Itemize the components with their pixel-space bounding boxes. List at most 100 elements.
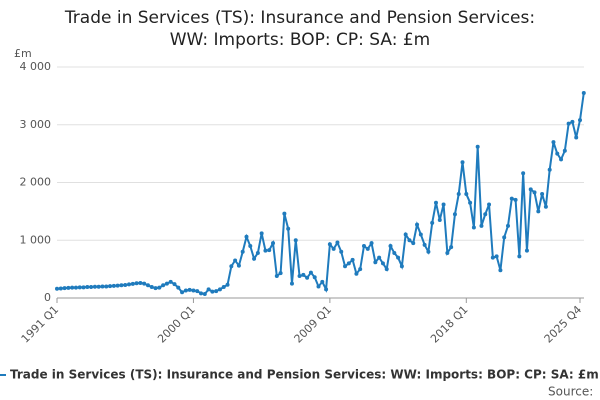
point (312, 275, 317, 280)
point (252, 256, 257, 261)
point (335, 240, 340, 245)
point (339, 249, 344, 254)
point (164, 281, 169, 286)
point (308, 270, 313, 275)
point (153, 286, 158, 291)
point (468, 200, 473, 205)
point (494, 254, 499, 259)
point (509, 196, 514, 201)
point (562, 148, 567, 153)
point (521, 171, 526, 176)
point (195, 289, 200, 294)
point (407, 238, 412, 243)
x-tick-label: 2018 Q1 (428, 303, 471, 346)
point (267, 248, 272, 253)
point (464, 192, 469, 197)
point (130, 281, 135, 286)
y-tick-label: 4 000 (20, 60, 52, 73)
point (384, 267, 389, 272)
point (361, 244, 366, 249)
point (161, 283, 166, 288)
y-tick-label: 2 000 (20, 176, 52, 189)
point (441, 202, 446, 207)
point (498, 268, 503, 273)
point (392, 250, 397, 255)
point (540, 192, 545, 197)
point (490, 255, 495, 260)
point (399, 264, 404, 269)
point (502, 235, 507, 240)
point (547, 167, 552, 172)
point (271, 241, 276, 246)
point (396, 255, 401, 260)
point (305, 275, 310, 280)
point (297, 274, 302, 279)
point (263, 248, 268, 253)
point (206, 287, 211, 292)
point (89, 285, 94, 290)
x-tick-label: 2025 Q4 (542, 303, 585, 346)
point (380, 261, 385, 266)
point (259, 231, 264, 236)
point (411, 241, 416, 246)
point (217, 287, 222, 292)
point (528, 187, 533, 192)
point (108, 284, 113, 289)
point (214, 289, 219, 294)
point (157, 285, 162, 290)
point (316, 284, 321, 289)
point (225, 282, 230, 287)
point (483, 212, 488, 217)
point (566, 121, 571, 126)
point (123, 283, 128, 288)
point (66, 285, 71, 290)
y-tick-label: 0 (44, 291, 51, 304)
point (168, 279, 173, 284)
line (56, 92, 585, 296)
point (551, 140, 556, 145)
y-axis-label: £m (14, 47, 32, 60)
point (403, 232, 408, 237)
point (350, 257, 355, 262)
point (100, 284, 105, 289)
point (111, 283, 116, 288)
point (127, 282, 132, 287)
point (180, 290, 185, 295)
point (343, 264, 348, 269)
point (255, 250, 260, 255)
point (426, 249, 431, 254)
point (104, 284, 109, 289)
source: Source: (548, 385, 593, 399)
point (92, 284, 97, 289)
point (55, 286, 59, 291)
point (289, 281, 294, 286)
point (183, 288, 188, 293)
point (96, 284, 101, 289)
point (358, 267, 363, 272)
point (445, 250, 450, 255)
point (62, 286, 67, 291)
point (282, 211, 287, 216)
point (433, 200, 438, 205)
point (191, 288, 196, 293)
point (77, 285, 82, 290)
point (81, 285, 86, 290)
point (437, 218, 442, 223)
point (85, 285, 90, 290)
x-tick-label: 1991 Q1 (19, 303, 62, 346)
point (70, 285, 75, 290)
point (460, 160, 465, 165)
point (422, 242, 427, 247)
legend-label: Trade in Services (TS): Insurance and Pe… (10, 368, 599, 382)
point (327, 242, 332, 247)
point (278, 271, 283, 276)
point (244, 234, 249, 239)
point (543, 204, 548, 209)
point (176, 285, 181, 290)
point (456, 192, 461, 197)
point (145, 283, 150, 288)
point (240, 249, 245, 254)
point (138, 280, 143, 285)
